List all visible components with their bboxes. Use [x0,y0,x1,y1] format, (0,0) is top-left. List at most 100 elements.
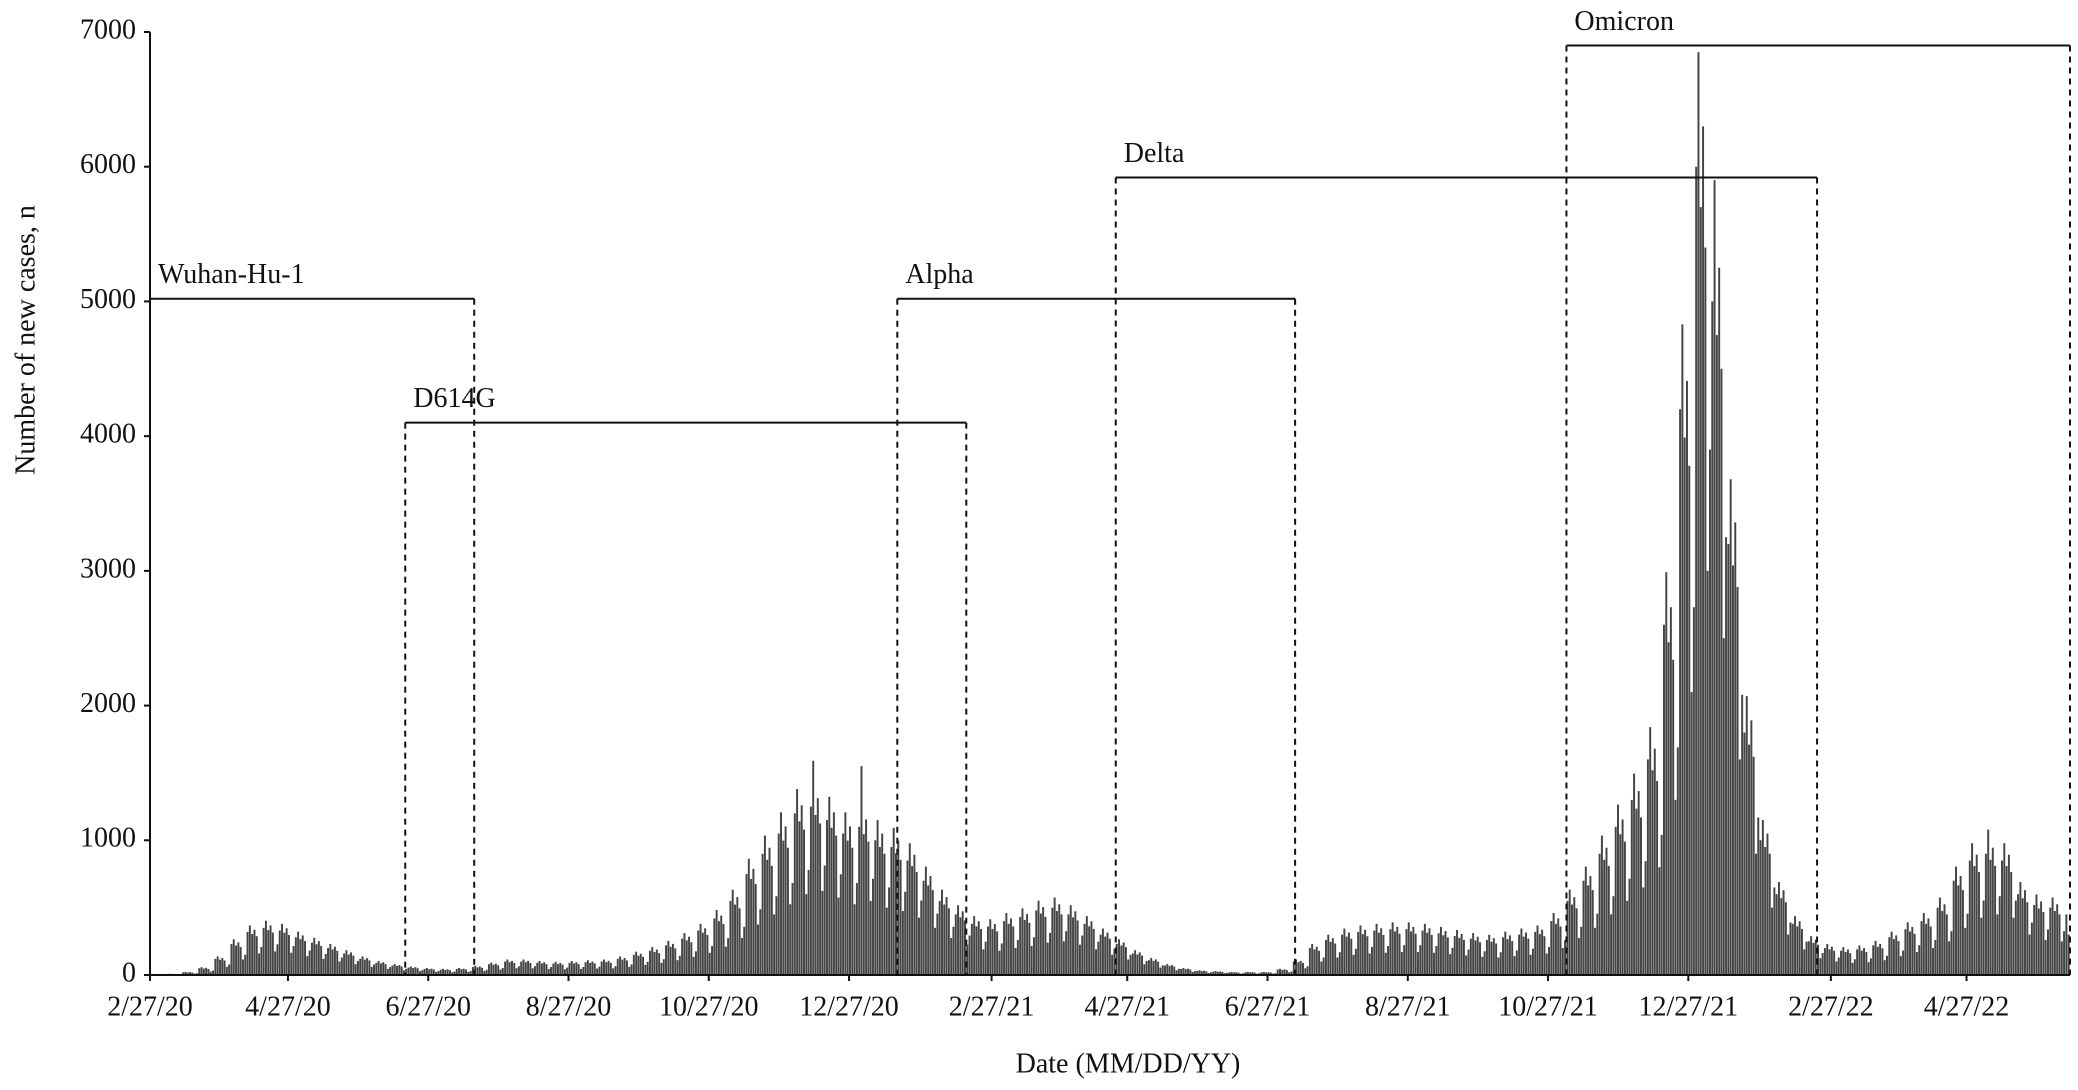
bar [1347,932,1350,975]
bar [1929,926,1932,975]
bar [1534,931,1537,975]
bar [1249,972,1252,975]
bar [396,965,398,975]
bar [1465,955,1468,975]
bar [1987,829,1990,975]
bar [1189,969,1192,975]
bar [2028,934,2031,975]
bar [1485,939,1488,975]
bar [922,880,925,975]
bar [1628,878,1631,975]
bar [1439,926,1442,975]
bar [1435,946,1438,975]
bar [1998,896,2001,975]
bar [248,925,251,975]
bar [2007,854,2010,975]
bar [1552,913,1555,975]
bar [340,957,343,975]
bar [996,931,999,975]
bar [1203,970,1206,975]
bar [1304,968,1307,975]
bar [393,964,396,975]
bar [1743,732,1746,975]
bar [1833,950,1836,975]
bar [444,969,447,975]
bar [251,934,254,975]
bar [552,963,555,975]
bar [589,962,592,975]
bar [554,961,557,975]
bar [1384,952,1387,975]
bar [842,833,845,975]
bar [1108,938,1111,975]
bar [1290,971,1293,975]
bar [1131,953,1134,975]
y-tick-label: 0 [122,957,136,988]
bar [2010,871,2013,975]
bar [446,969,449,975]
bar [1373,930,1376,975]
bar [1918,945,1921,975]
bar [570,960,573,975]
bar [1731,565,1734,975]
bar [1074,911,1077,975]
bar [1764,847,1767,975]
bar [706,934,709,975]
bar [752,868,755,975]
bar [1483,951,1486,975]
bar [1545,953,1548,975]
bar [1936,907,1939,975]
bar [322,958,325,975]
bar [2019,882,2022,975]
bar [674,948,677,975]
bar [1541,929,1544,975]
bar [1621,819,1624,975]
bar [1784,902,1787,975]
bar [366,958,369,975]
bar [777,833,780,975]
bar [1690,692,1693,975]
bar [1612,896,1615,975]
bar [315,944,318,975]
x-tick-label: 4/27/22 [1924,991,2010,1022]
bar [621,959,624,975]
bar [216,956,219,975]
bar [384,964,387,975]
bar [1679,409,1682,975]
bar [1886,955,1889,975]
bar [699,923,702,975]
bar [1950,931,1953,975]
bar [350,952,353,975]
bar [1750,720,1753,975]
bar [1550,921,1553,975]
bar [1306,966,1309,975]
y-tick-label: 3000 [80,553,136,584]
bar [998,950,1001,975]
bar [1446,937,1449,975]
bar [520,961,523,975]
variant-label: Wuhan-Hu-1 [158,259,305,290]
bar [1955,866,1957,975]
bar [1219,971,1222,975]
bar [1623,841,1626,975]
bar [1246,971,1249,975]
bar [1099,934,1102,975]
x-tick-label: 2/27/22 [1788,991,1874,1022]
bar [888,887,891,975]
bar [947,908,950,975]
bar [669,946,672,975]
bar [458,967,461,975]
bar [642,956,645,975]
bar [1476,936,1479,975]
bar [324,953,327,975]
bar [1389,929,1392,975]
bar [336,950,339,975]
bar [2033,904,2036,975]
bar [1607,865,1610,975]
bar [2056,904,2059,975]
x-tick-label: 10/27/21 [1498,991,1598,1022]
bar [375,962,378,975]
bar [632,954,635,975]
bar [451,972,454,975]
